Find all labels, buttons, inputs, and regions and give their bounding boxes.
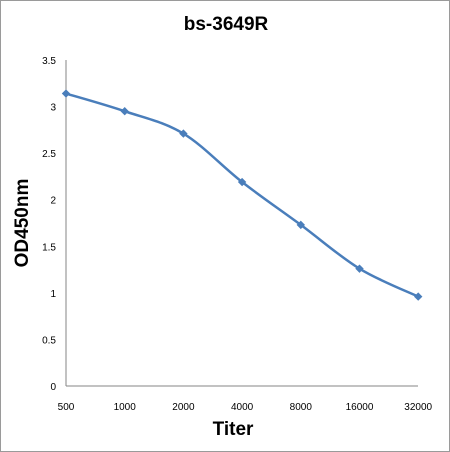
x-tick-label: 1000 (114, 402, 137, 413)
data-point-marker (355, 264, 364, 273)
y-tick-label: 1 (50, 289, 56, 300)
y-tick-label: 0 (50, 382, 56, 393)
data-point-marker (179, 129, 188, 138)
y-axis-label: OD450nm (12, 179, 33, 268)
x-tick-label: 4000 (231, 402, 254, 413)
series-line (64, 92, 420, 298)
x-tick-label: 16000 (346, 402, 374, 413)
y-tick-label: 0.5 (42, 335, 56, 346)
x-tick-label: 32000 (404, 402, 432, 413)
y-tick-label: 1.5 (42, 242, 56, 253)
x-tick-labels: 500 1000 2000 4000 8000 16000 32000 (58, 402, 433, 413)
x-tick-label: 2000 (172, 402, 195, 413)
y-tick-label: 3 (50, 103, 56, 114)
x-axis-label: Titer (213, 419, 254, 440)
data-point-marker (296, 220, 305, 230)
data-point-marker (61, 89, 71, 98)
chart-title: bs-3649R (184, 14, 269, 35)
series-markers (61, 89, 423, 301)
data-point-marker (237, 177, 247, 187)
x-tick-label: 500 (58, 402, 75, 413)
data-point-marker (414, 292, 423, 301)
x-tick-label: 8000 (290, 402, 313, 413)
data-point-marker (120, 107, 129, 116)
y-tick-label: 3.5 (42, 56, 56, 67)
y-tick-label: 2 (50, 196, 56, 207)
y-tick-label: 2.5 (42, 149, 56, 160)
y-tick-labels: 0 0.5 1 1.5 2 2.5 3 3.5 (42, 56, 56, 393)
